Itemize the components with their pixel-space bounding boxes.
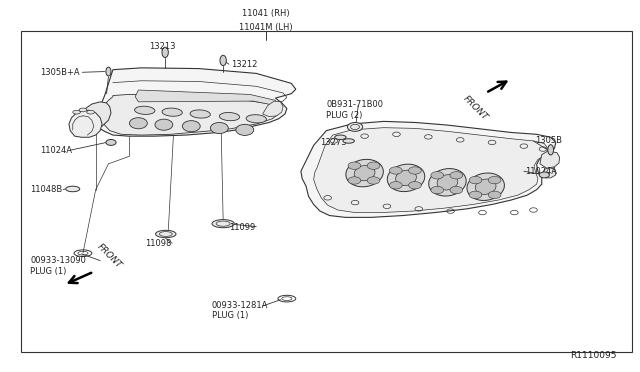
Text: 13213: 13213 — [148, 42, 175, 51]
Ellipse shape — [79, 108, 87, 112]
Ellipse shape — [335, 135, 346, 140]
Ellipse shape — [437, 174, 458, 190]
Text: 0B931-71B00: 0B931-71B00 — [326, 100, 383, 109]
Circle shape — [431, 171, 444, 179]
Ellipse shape — [73, 110, 81, 114]
Text: 1305B+A: 1305B+A — [40, 68, 79, 77]
Ellipse shape — [156, 230, 176, 238]
Polygon shape — [104, 94, 280, 135]
Ellipse shape — [220, 112, 239, 121]
Circle shape — [431, 186, 444, 194]
Polygon shape — [540, 151, 559, 168]
Circle shape — [450, 171, 463, 179]
Text: 11048B: 11048B — [30, 185, 62, 194]
Text: FRONT: FRONT — [96, 242, 124, 270]
Ellipse shape — [129, 118, 147, 129]
Text: 00933-13090: 00933-13090 — [30, 256, 86, 265]
Circle shape — [348, 162, 361, 169]
Polygon shape — [96, 68, 296, 136]
Text: 00933-1281A: 00933-1281A — [212, 301, 268, 311]
Polygon shape — [301, 121, 556, 217]
Ellipse shape — [355, 166, 375, 181]
Text: 11024A: 11024A — [525, 167, 557, 176]
Circle shape — [390, 182, 402, 189]
Text: PLUG (1): PLUG (1) — [212, 311, 248, 320]
Circle shape — [390, 167, 402, 174]
Ellipse shape — [182, 121, 200, 132]
Ellipse shape — [106, 67, 111, 76]
Ellipse shape — [134, 106, 155, 115]
Text: 1305B: 1305B — [536, 137, 563, 145]
Text: PLUG (2): PLUG (2) — [326, 110, 363, 120]
Ellipse shape — [155, 119, 173, 130]
Text: R1110095: R1110095 — [570, 351, 616, 360]
Text: PLUG (1): PLUG (1) — [30, 267, 67, 276]
Ellipse shape — [66, 186, 80, 192]
Circle shape — [408, 182, 421, 189]
Text: 11041M (LH): 11041M (LH) — [239, 23, 292, 32]
Text: 13273: 13273 — [320, 138, 347, 147]
Polygon shape — [83, 102, 111, 128]
Ellipse shape — [476, 179, 496, 195]
Text: 11041 (RH): 11041 (RH) — [242, 9, 290, 18]
Ellipse shape — [246, 115, 266, 123]
Ellipse shape — [190, 110, 211, 118]
Circle shape — [408, 167, 421, 174]
Text: 11098: 11098 — [145, 239, 171, 248]
Text: 11099: 11099 — [230, 223, 256, 232]
Text: 13212: 13212 — [231, 60, 257, 70]
Ellipse shape — [162, 108, 182, 116]
Ellipse shape — [396, 170, 417, 186]
Circle shape — [488, 176, 501, 184]
Ellipse shape — [220, 55, 227, 65]
Ellipse shape — [162, 47, 168, 58]
Bar — [20, 31, 632, 352]
Ellipse shape — [387, 164, 425, 192]
Ellipse shape — [429, 169, 466, 196]
Polygon shape — [69, 110, 102, 137]
Circle shape — [367, 177, 380, 184]
Ellipse shape — [212, 219, 234, 228]
Polygon shape — [135, 90, 275, 106]
Ellipse shape — [211, 122, 228, 134]
Ellipse shape — [467, 173, 504, 201]
Text: 11024A: 11024A — [40, 146, 72, 155]
Text: FRONT: FRONT — [461, 94, 490, 122]
Circle shape — [348, 122, 363, 131]
Circle shape — [469, 191, 482, 199]
Ellipse shape — [236, 124, 253, 135]
Circle shape — [348, 177, 361, 184]
Circle shape — [469, 176, 482, 184]
Circle shape — [367, 162, 380, 169]
Ellipse shape — [548, 145, 554, 155]
Circle shape — [540, 172, 549, 178]
Circle shape — [106, 140, 116, 145]
Polygon shape — [543, 167, 556, 178]
Polygon shape — [314, 128, 548, 212]
Circle shape — [488, 191, 501, 199]
Circle shape — [450, 186, 463, 194]
Ellipse shape — [346, 159, 383, 187]
Ellipse shape — [343, 139, 355, 143]
Polygon shape — [262, 101, 283, 116]
Ellipse shape — [87, 110, 95, 114]
